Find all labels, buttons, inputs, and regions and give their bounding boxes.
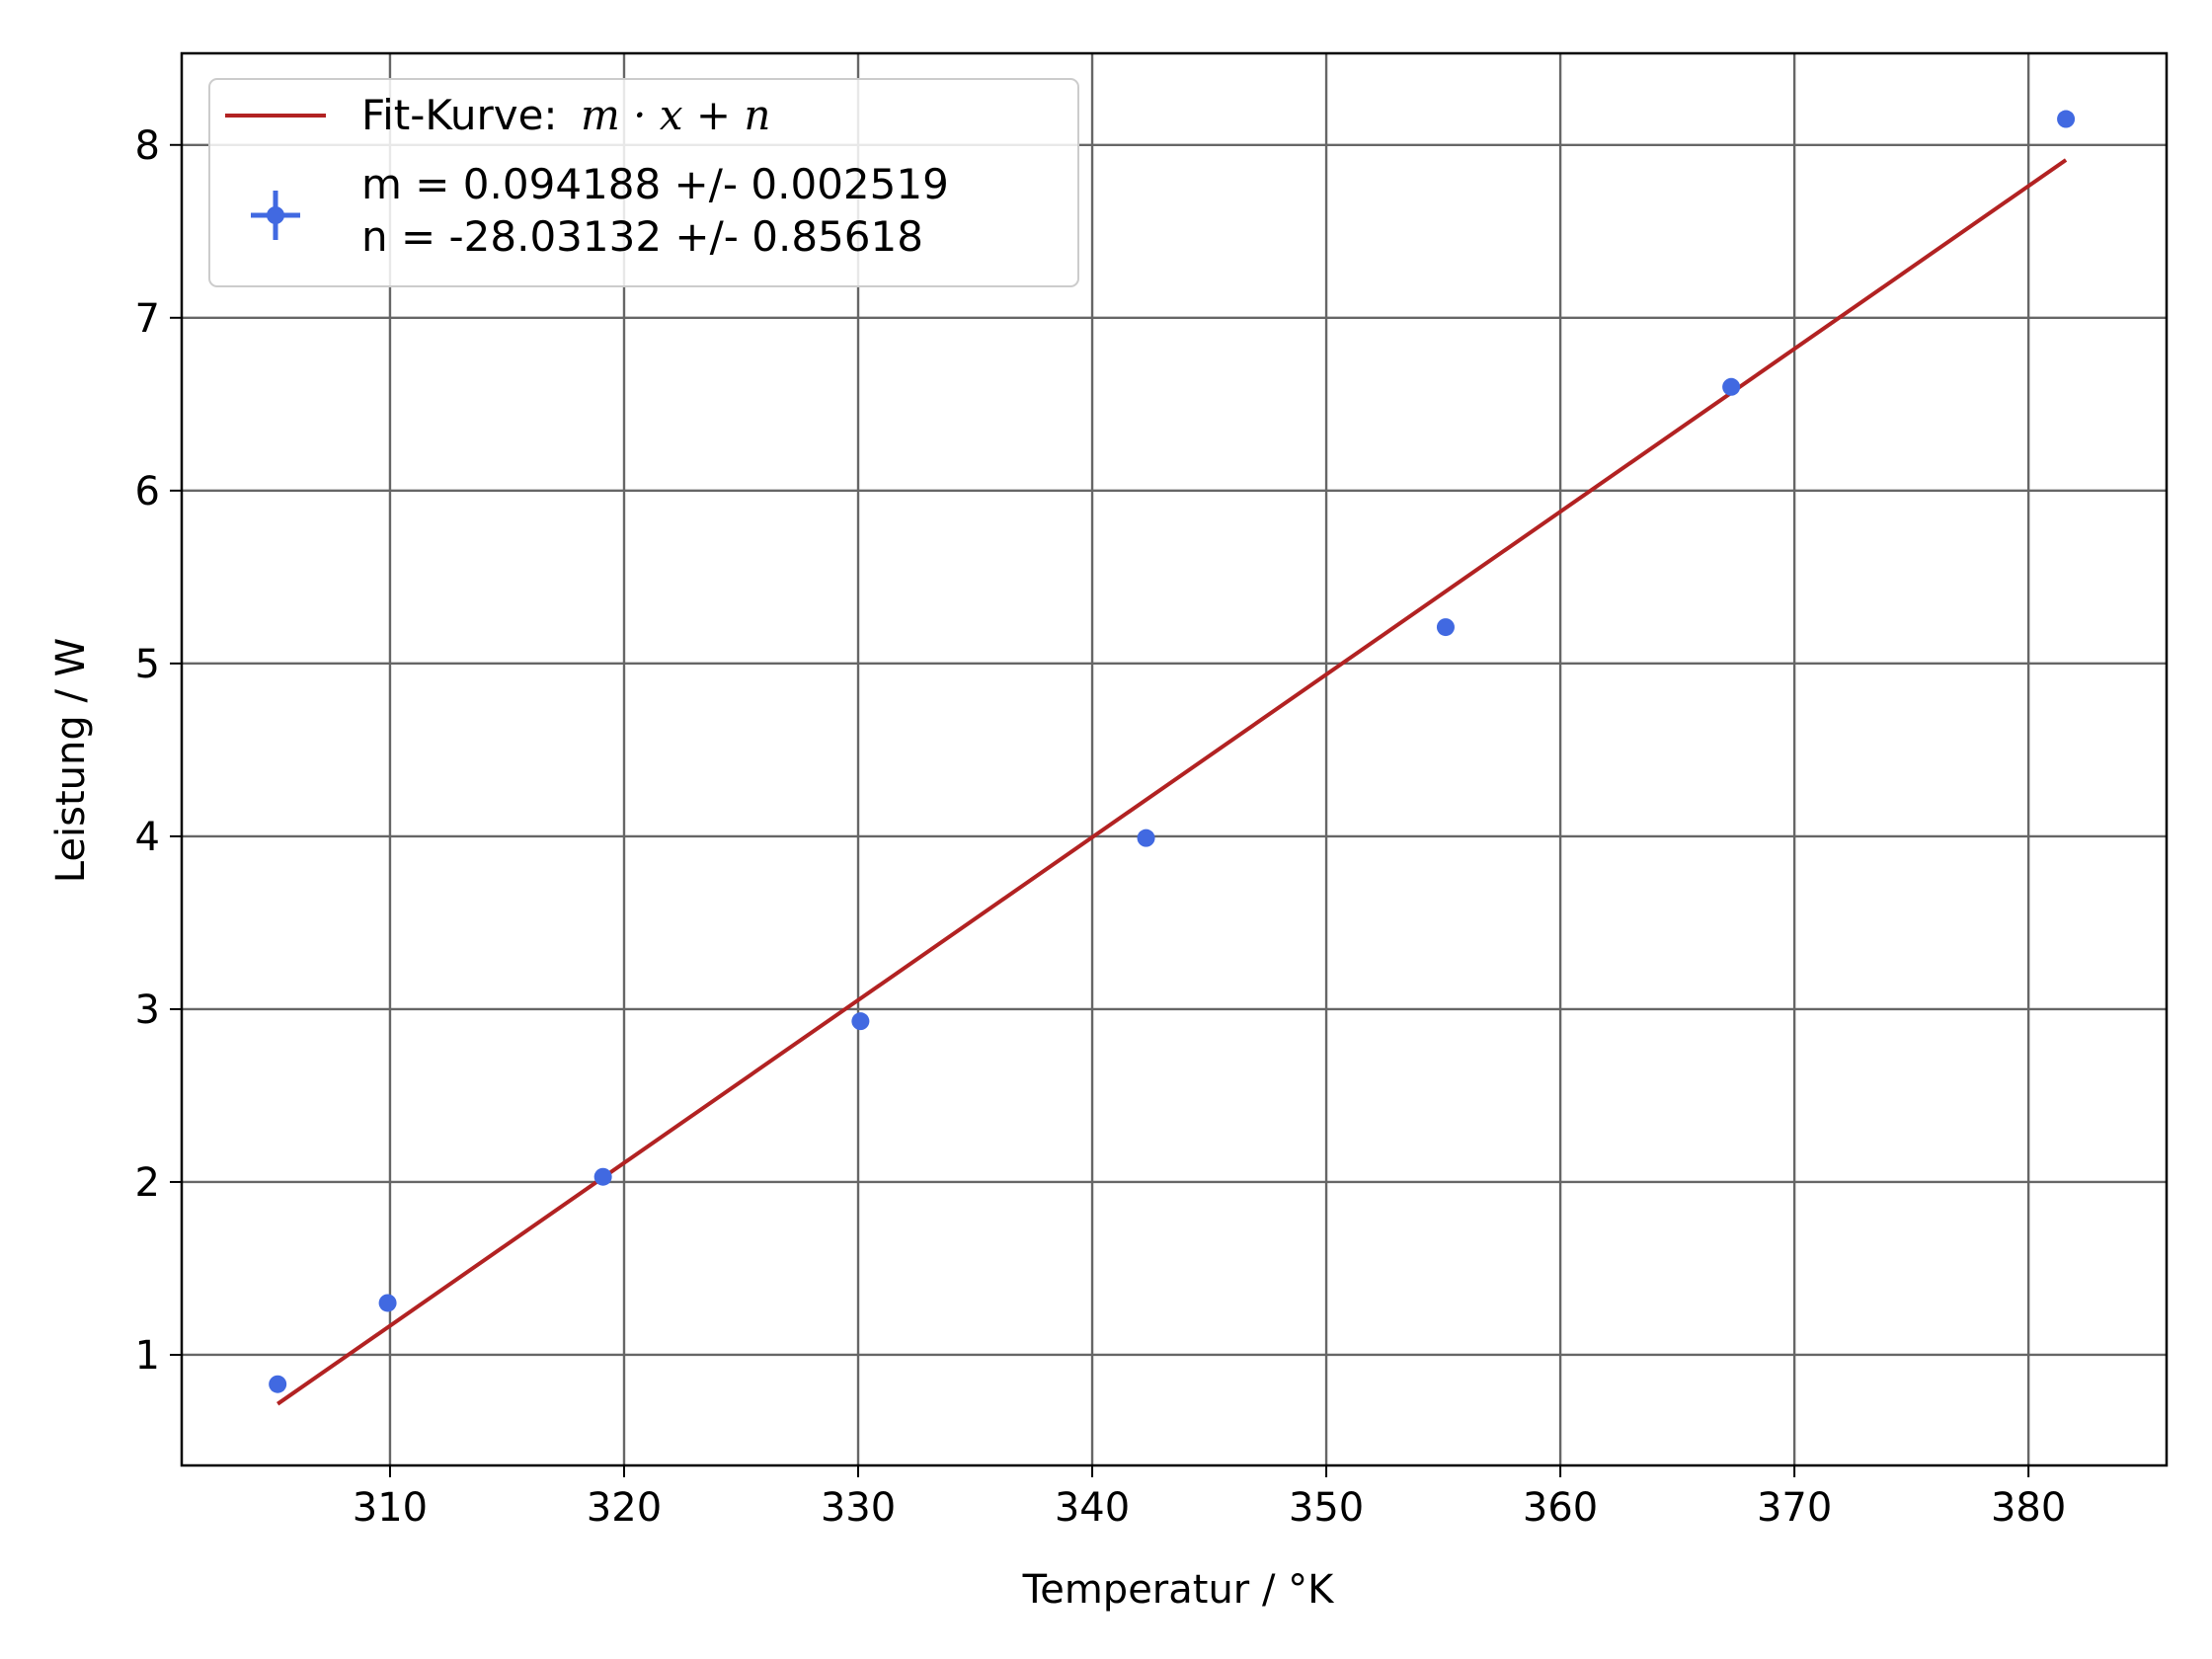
- data-point: [378, 1294, 397, 1312]
- y-tick-label: 4: [135, 815, 160, 860]
- x-axis-label: Temperatur / °K: [1022, 1567, 1336, 1613]
- legend: Fit-Kurve: m · x + n m = 0.094188 +/- 0.…: [208, 78, 1079, 287]
- x-tick-label: 370: [1757, 1485, 1832, 1531]
- plot-frame: [180, 51, 2169, 1467]
- data-point: [593, 1167, 612, 1186]
- data-point: [2057, 110, 2076, 128]
- data-point: [1137, 829, 1155, 847]
- data-point: [1722, 377, 1741, 396]
- fit-line: [276, 158, 2068, 1406]
- legend-fit-label: Fit-Kurve: m · x + n: [361, 91, 770, 139]
- y-tick-label: 7: [135, 296, 160, 342]
- x-tick-label: 310: [353, 1485, 428, 1531]
- y-tick-label: 6: [135, 469, 160, 514]
- axis-ticks: 310 320 330 340 350 360 370 380 1 2 3 4 5 6 7 8: [135, 123, 2067, 1531]
- data-point: [851, 1012, 870, 1031]
- legend-box: [208, 78, 1079, 287]
- x-tick-label: 340: [1055, 1485, 1130, 1531]
- data-point: [269, 1375, 287, 1393]
- y-tick-label: 1: [135, 1333, 160, 1379]
- x-tick-label: 350: [1289, 1485, 1364, 1531]
- legend-points-marker: [251, 191, 300, 240]
- legend-m-value: m = 0.094188 +/- 0.002519: [361, 160, 949, 208]
- x-tick-label: 360: [1523, 1485, 1598, 1531]
- y-tick-label: 3: [135, 988, 160, 1033]
- grid: [182, 53, 2167, 1465]
- legend-n-value: n = -28.03132 +/- 0.85618: [361, 212, 923, 261]
- x-tick-label: 330: [821, 1485, 896, 1531]
- y-axis-label: Leistung / W: [48, 638, 94, 883]
- x-tick-label: 320: [587, 1485, 662, 1531]
- plot-area: [269, 110, 2076, 1406]
- data-point: [1436, 618, 1455, 637]
- x-tick-label: 380: [1991, 1485, 2066, 1531]
- y-tick-label: 8: [135, 123, 160, 169]
- y-tick-label: 5: [135, 642, 160, 687]
- y-tick-label: 2: [135, 1160, 160, 1206]
